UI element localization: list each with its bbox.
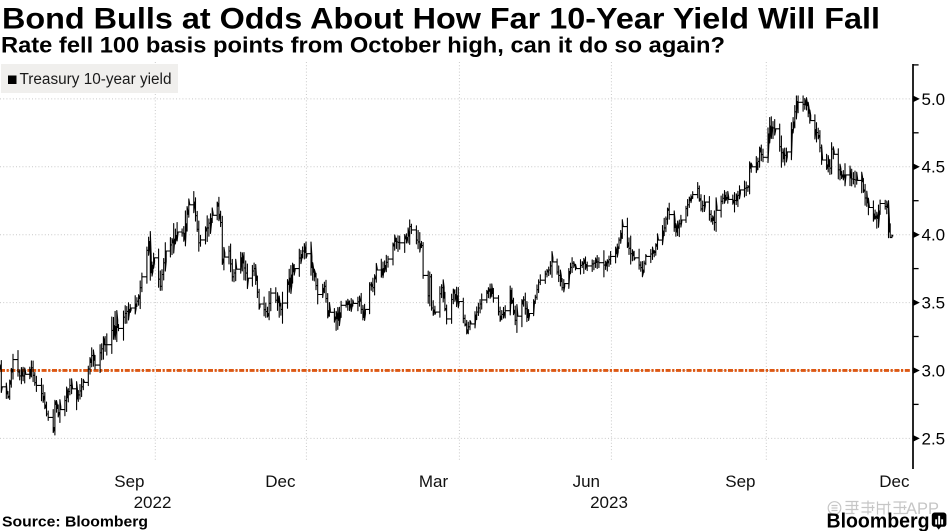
svg-text:3.0: 3.0 xyxy=(922,361,946,380)
svg-text:Sep: Sep xyxy=(114,472,144,491)
svg-text:Treasury 10-year yield: Treasury 10-year yield xyxy=(20,71,172,88)
svg-text:5.0: 5.0 xyxy=(922,90,946,109)
svg-text:3.5: 3.5 xyxy=(922,294,946,313)
svg-text:4.0: 4.0 xyxy=(922,226,946,245)
svg-text:Dec: Dec xyxy=(879,472,910,491)
svg-text:Sep: Sep xyxy=(725,472,755,491)
svg-text:2023: 2023 xyxy=(590,493,628,512)
svg-text:APP: APP xyxy=(906,500,939,518)
svg-text:Bond Bulls at Odds About How F: Bond Bulls at Odds About How Far 10-Year… xyxy=(2,3,880,36)
svg-text:Mar: Mar xyxy=(419,472,449,491)
svg-text:Dec: Dec xyxy=(265,472,296,491)
svg-text:Source: Bloomberg: Source: Bloomberg xyxy=(2,514,148,531)
svg-text:2.5: 2.5 xyxy=(922,429,946,448)
svg-text:2022: 2022 xyxy=(134,493,172,512)
svg-text:Bloomberg: Bloomberg xyxy=(827,510,930,531)
svg-text:Rate fell 100 basis points fro: Rate fell 100 basis points from October … xyxy=(1,32,725,57)
svg-text:Jun: Jun xyxy=(573,472,600,491)
svg-text:4.5: 4.5 xyxy=(922,158,946,177)
